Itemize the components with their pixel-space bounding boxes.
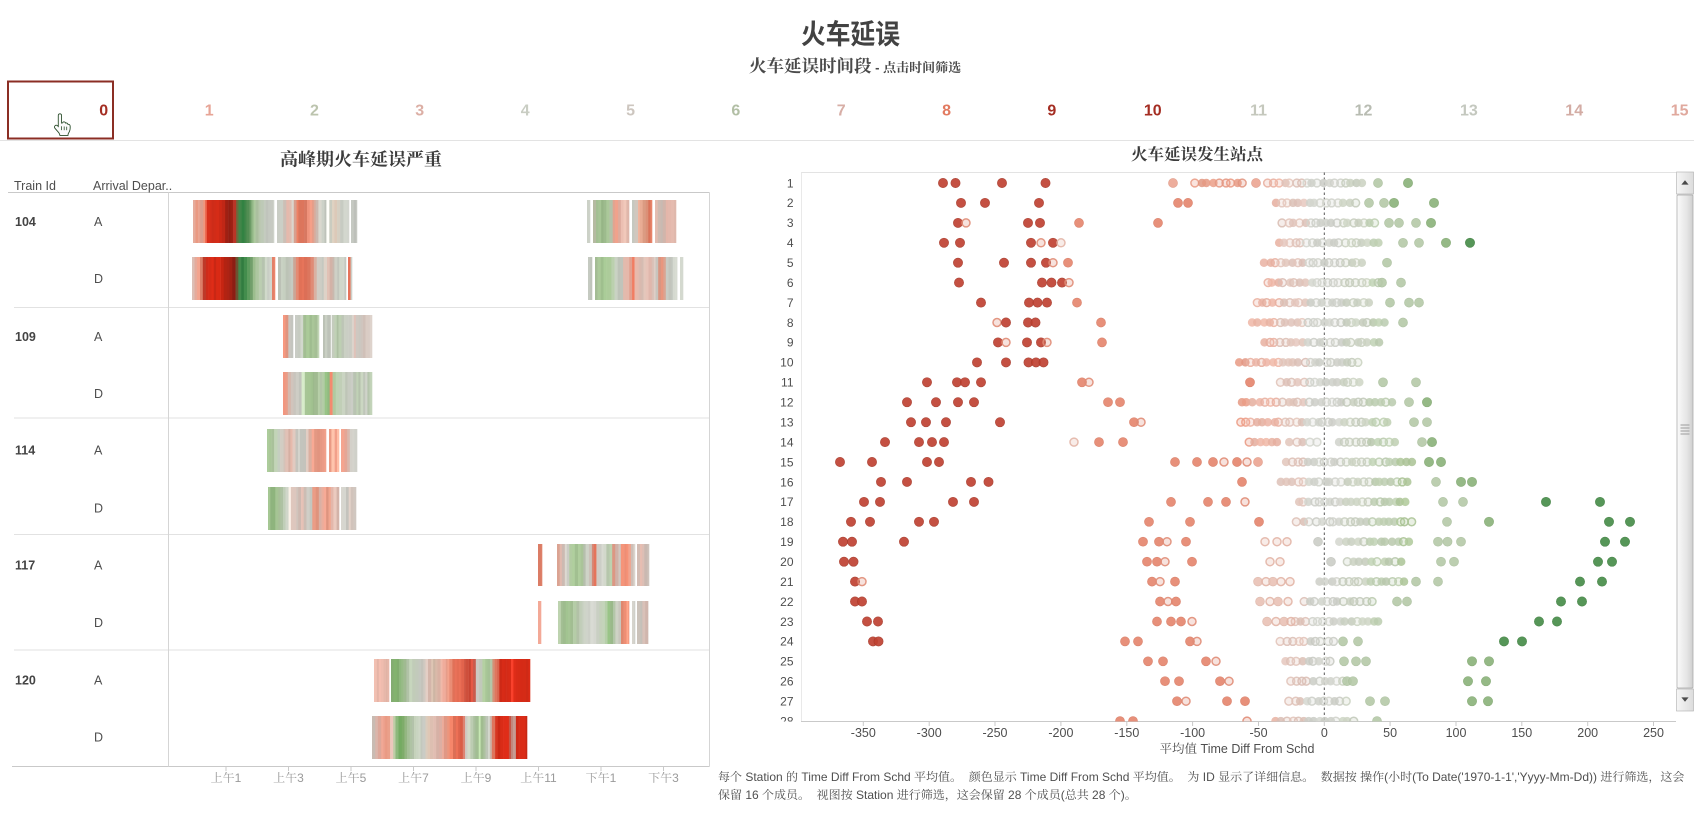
svg-text:Arrival Depar..: Arrival Depar..	[93, 179, 172, 193]
svg-text:7: 7	[787, 296, 794, 310]
svg-text:上午9: 上午9	[461, 769, 492, 786]
svg-text:15: 15	[780, 455, 794, 469]
svg-text:6: 6	[731, 103, 740, 120]
svg-text:19: 19	[780, 535, 794, 549]
svg-text:-250: -250	[982, 726, 1007, 740]
svg-text:114: 114	[15, 444, 35, 458]
svg-text:9: 9	[1047, 103, 1056, 120]
svg-text:11: 11	[781, 376, 794, 390]
svg-text:25: 25	[780, 655, 794, 669]
svg-text:27: 27	[780, 694, 794, 708]
svg-text:104: 104	[15, 215, 36, 229]
svg-text:D: D	[94, 272, 103, 286]
svg-text:上午5: 上午5	[336, 769, 367, 786]
svg-text:平均值 Time Diff From Schd: 平均值 Time Diff From Schd	[1160, 739, 1315, 757]
svg-text:10: 10	[1144, 103, 1162, 120]
svg-text:14: 14	[780, 435, 794, 449]
svg-text:13: 13	[780, 415, 794, 429]
svg-text:A: A	[94, 444, 103, 458]
svg-text:A: A	[94, 215, 103, 229]
svg-text:28: 28	[780, 714, 794, 728]
svg-text:火车延误: 火车延误	[801, 12, 900, 52]
svg-text:D: D	[94, 387, 103, 401]
svg-text:17: 17	[780, 495, 794, 509]
svg-text:250: 250	[1643, 726, 1664, 740]
svg-text:26: 26	[780, 675, 794, 689]
svg-text:2: 2	[787, 196, 794, 210]
svg-text:18: 18	[780, 515, 794, 529]
svg-text:4: 4	[787, 236, 794, 250]
svg-text:A: A	[94, 674, 103, 688]
svg-text:117: 117	[15, 559, 35, 573]
svg-text:-350: -350	[851, 726, 876, 740]
svg-text:200: 200	[1577, 726, 1598, 740]
svg-text:8: 8	[942, 103, 951, 120]
svg-text:A: A	[94, 330, 103, 344]
svg-text:火车延误时间段 - 点击时间筛选: 火车延误时间段 - 点击时间筛选	[749, 53, 961, 78]
svg-text:-150: -150	[1114, 726, 1139, 740]
svg-text:火车延误发生站点: 火车延误发生站点	[1131, 141, 1263, 165]
svg-text:0: 0	[99, 103, 108, 120]
svg-text:上午1: 上午1	[211, 769, 242, 786]
svg-text:8: 8	[787, 316, 794, 330]
svg-text:5: 5	[787, 256, 794, 270]
svg-text:-200: -200	[1048, 726, 1073, 740]
svg-text:2: 2	[310, 103, 319, 120]
svg-text:6: 6	[787, 276, 794, 290]
svg-text:D: D	[94, 731, 103, 745]
svg-text:上午3: 上午3	[273, 769, 304, 786]
svg-text:0: 0	[1321, 726, 1328, 740]
svg-text:D: D	[94, 616, 103, 630]
svg-text:1: 1	[787, 176, 794, 190]
svg-text:4: 4	[521, 103, 530, 120]
svg-text:5: 5	[626, 103, 635, 120]
svg-text:上午7: 上午7	[398, 769, 429, 786]
svg-text:-50: -50	[1249, 726, 1267, 740]
svg-text:13: 13	[1460, 103, 1478, 120]
svg-text:9: 9	[787, 336, 794, 350]
svg-text:109: 109	[15, 330, 36, 344]
svg-text:150: 150	[1511, 726, 1532, 740]
svg-text:23: 23	[780, 615, 794, 629]
svg-text:1: 1	[205, 103, 214, 120]
svg-text:3: 3	[787, 216, 794, 230]
svg-text:D: D	[94, 502, 103, 516]
svg-text:24: 24	[780, 635, 794, 649]
svg-text:100: 100	[1446, 726, 1467, 740]
svg-text:A: A	[94, 559, 103, 573]
svg-text:50: 50	[1383, 726, 1397, 740]
svg-text:下午3: 下午3	[648, 769, 679, 786]
svg-text:16: 16	[780, 475, 794, 489]
svg-text:120: 120	[15, 674, 36, 688]
svg-text:上午11: 上午11	[520, 769, 557, 786]
svg-text:12: 12	[780, 396, 794, 410]
svg-text:10: 10	[780, 356, 794, 370]
svg-text:下午1: 下午1	[586, 769, 617, 786]
svg-text:22: 22	[780, 595, 794, 609]
svg-text:-100: -100	[1180, 726, 1205, 740]
svg-text:高峰期火车延误严重: 高峰期火车延误严重	[280, 146, 442, 172]
svg-text:12: 12	[1355, 103, 1373, 120]
svg-text:14: 14	[1565, 103, 1583, 120]
svg-text:-300: -300	[917, 726, 942, 740]
svg-text:15: 15	[1671, 103, 1689, 120]
svg-text:20: 20	[780, 555, 794, 569]
svg-text:7: 7	[837, 103, 846, 120]
svg-text:Train Id: Train Id	[14, 179, 56, 193]
svg-text:21: 21	[780, 575, 794, 589]
svg-text:11: 11	[1250, 103, 1267, 120]
svg-text:3: 3	[415, 103, 424, 120]
